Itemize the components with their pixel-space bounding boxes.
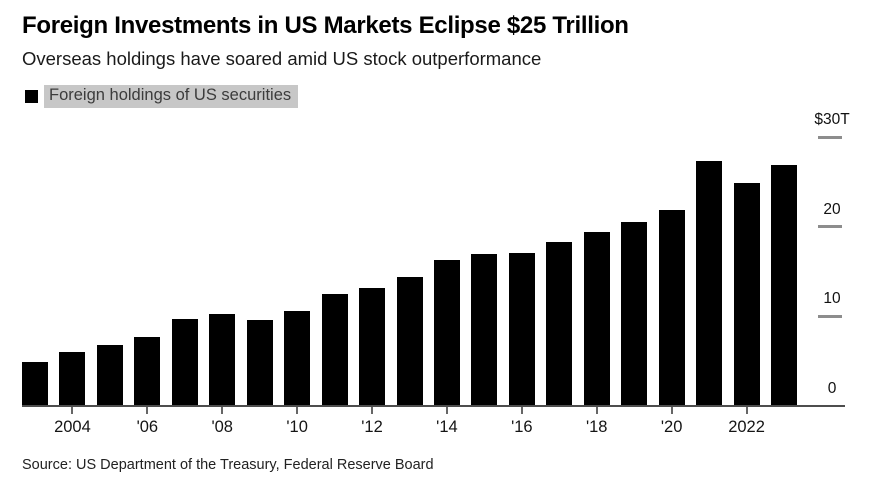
bar-2006 — [134, 336, 161, 406]
chart-subtitle: Overseas holdings have soared amid US st… — [22, 48, 542, 69]
legend-label: Foreign holdings of US securities — [44, 85, 299, 108]
y-axis-label-30: $30T — [814, 111, 850, 128]
x-axis-label-2016: '16 — [511, 418, 533, 436]
x-axis-tick-2018 — [595, 407, 598, 414]
bar-2010 — [284, 310, 311, 406]
x-axis-label-2004: 2004 — [54, 418, 91, 436]
x-axis-tick-2012 — [371, 407, 374, 414]
legend: Foreign holdings of US securities — [25, 85, 299, 108]
x-axis-tick-2020 — [670, 407, 673, 414]
x-axis-tick-2010 — [296, 407, 299, 414]
bar-2016 — [508, 252, 535, 406]
x-axis-label-2018: '18 — [585, 418, 608, 436]
x-axis-tick-2014 — [445, 407, 448, 414]
x-axis-tick-2008 — [221, 407, 224, 414]
y-axis-label-10: 10 — [823, 290, 841, 308]
bar-2007 — [171, 319, 198, 406]
y-grid-dash-10 — [818, 314, 842, 318]
x-axis-line — [22, 405, 845, 407]
bar-2018 — [583, 232, 610, 406]
bar-2021 — [696, 161, 723, 406]
x-axis-label-2022: 2022 — [728, 418, 765, 436]
x-axis-label-2012: '12 — [361, 418, 383, 436]
bar-2005 — [96, 345, 123, 406]
x-axis-label-2010: '10 — [286, 418, 308, 436]
bar-2020 — [658, 209, 685, 406]
bar-2014 — [433, 259, 460, 406]
x-axis-tick-2006 — [146, 407, 149, 414]
bar-2011 — [321, 293, 348, 406]
bar-2015 — [471, 253, 498, 406]
bar-2023 — [771, 164, 797, 406]
bar-2004 — [59, 352, 86, 406]
x-axis-label-2014: '14 — [436, 418, 458, 436]
bar-2013 — [396, 276, 423, 406]
bar-2022 — [733, 182, 760, 406]
y-axis-label-0: 0 — [827, 380, 837, 397]
y-grid-dash-20 — [818, 225, 842, 229]
x-axis-label-2008: '08 — [211, 418, 233, 436]
bar-2019 — [621, 222, 648, 406]
y-grid-dash-30 — [818, 135, 842, 139]
chart-title: Foreign Investments in US Markets Eclips… — [22, 12, 629, 39]
x-axis-tick-2016 — [520, 407, 523, 414]
x-axis-tick-2004 — [71, 407, 74, 414]
x-axis-tick-2022 — [745, 407, 748, 414]
bar-2003 — [22, 362, 48, 406]
bar-2008 — [209, 313, 236, 406]
bar-2017 — [546, 241, 573, 406]
y-axis-label-20: 20 — [823, 200, 841, 218]
bar-2012 — [359, 287, 386, 406]
source-note: Source: US Department of the Treasury, F… — [22, 457, 434, 473]
x-axis-label-2020: '20 — [660, 418, 683, 436]
bar-2009 — [246, 319, 273, 406]
x-axis-label-2006: '06 — [136, 418, 159, 436]
legend-swatch-icon — [25, 90, 38, 103]
